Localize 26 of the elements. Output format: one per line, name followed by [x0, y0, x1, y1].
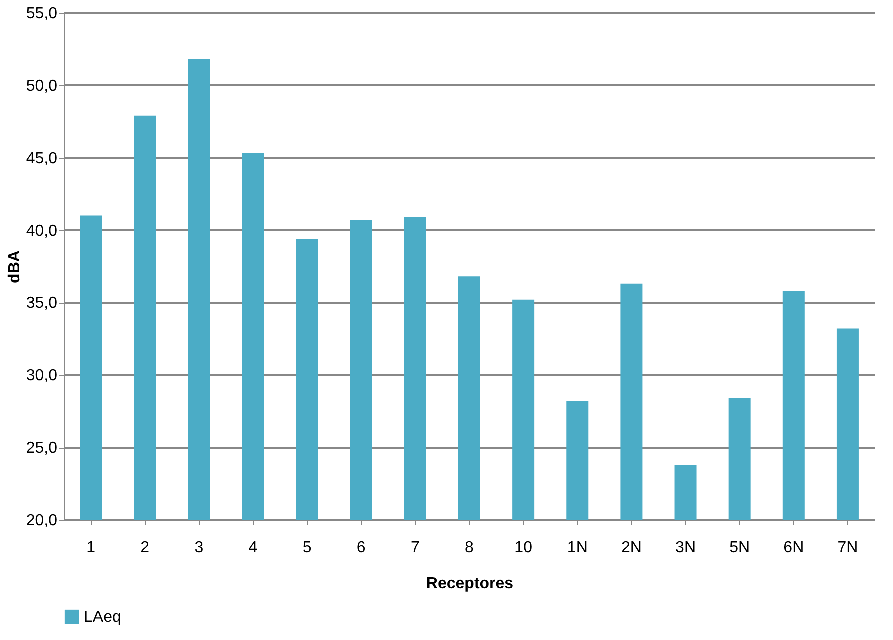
y-tick-label: 20,0 — [26, 512, 58, 530]
x-tick-label: 6N — [784, 540, 804, 556]
x-tick-label: 6 — [356, 540, 366, 556]
x-tick-label: 1 — [86, 540, 96, 556]
x-tick-label: 2N — [621, 540, 642, 556]
y-tick-label: 45,0 — [26, 150, 58, 168]
y-tick-label: 30,0 — [26, 368, 58, 385]
x-tick-label: 1N — [567, 540, 588, 556]
y-tick-label: 55,0 — [26, 6, 58, 22]
x-tick-label: 3N — [676, 540, 696, 556]
x-tick-label: 2 — [140, 540, 150, 556]
x-tick-label: 10 — [514, 540, 533, 556]
y-tick-label: 50,0 — [26, 78, 58, 95]
x-tick-label: 7 — [410, 540, 420, 556]
x-axis-title: Receptores — [426, 576, 514, 592]
y-tick-label: 25,0 — [26, 440, 58, 458]
x-tick-label: 7N — [838, 540, 858, 556]
x-tick-label: 5N — [730, 540, 750, 556]
x-tick-label: 3 — [194, 540, 204, 556]
x-tick-label: 5 — [302, 540, 312, 556]
y-axis-title: dBA — [6, 250, 24, 284]
y-tick-label: 40,0 — [26, 222, 58, 240]
x-tick-label: 8 — [465, 540, 474, 556]
y-tick-label: 35,0 — [26, 295, 58, 312]
x-tick-label: 4 — [248, 540, 258, 556]
legend-label: LAeq — [84, 609, 122, 626]
